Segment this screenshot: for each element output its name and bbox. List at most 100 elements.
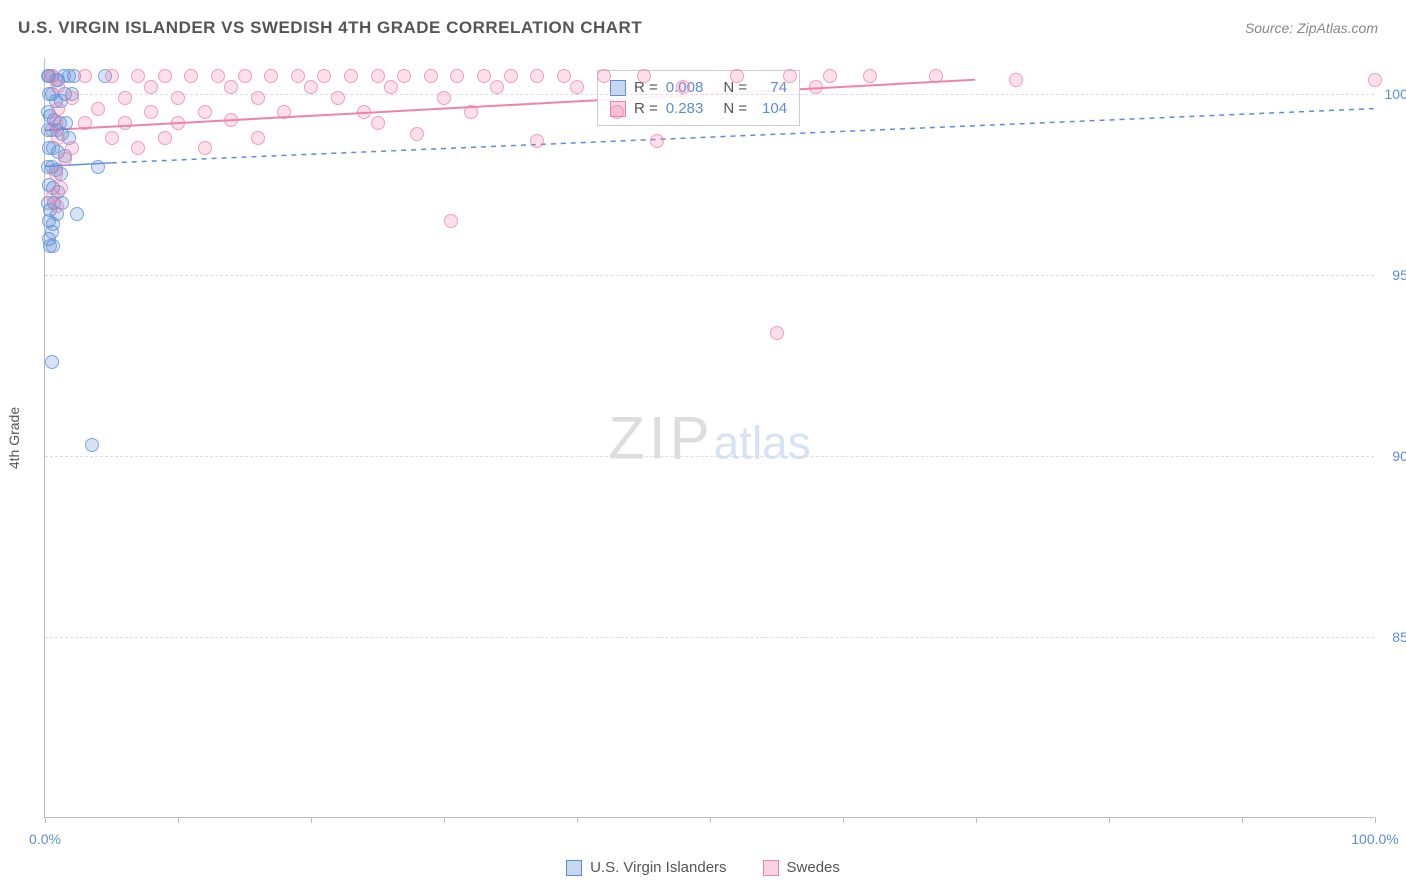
xtick	[1109, 817, 1110, 823]
data-point	[809, 80, 823, 94]
data-point	[1009, 73, 1023, 87]
data-point	[105, 131, 119, 145]
bottom-legend: U.S. Virgin Islanders Swedes	[0, 859, 1406, 876]
gridline	[45, 94, 1374, 95]
legend-item: U.S. Virgin Islanders	[566, 859, 726, 876]
data-point	[929, 69, 943, 83]
xtick	[178, 817, 179, 823]
gridline	[45, 456, 1374, 457]
data-point	[91, 102, 105, 116]
data-point	[770, 326, 784, 340]
data-point	[823, 69, 837, 83]
data-point	[637, 69, 651, 83]
data-point	[45, 355, 59, 369]
data-point	[450, 69, 464, 83]
xtick-label: 0.0%	[29, 831, 61, 847]
data-point	[650, 134, 664, 148]
data-point	[437, 91, 451, 105]
data-point	[49, 116, 63, 130]
chart-title: U.S. VIRGIN ISLANDER VS SWEDISH 4TH GRAD…	[18, 18, 642, 38]
data-point	[131, 141, 145, 155]
watermark-zip: ZIP	[608, 404, 713, 471]
data-point	[397, 69, 411, 83]
stat-r-value: 0.283	[666, 100, 704, 117]
watermark-atlas: atlas	[714, 416, 811, 468]
data-point	[50, 199, 64, 213]
data-point	[557, 69, 571, 83]
data-point	[464, 105, 478, 119]
data-point	[184, 69, 198, 83]
data-point	[371, 116, 385, 130]
xtick	[843, 817, 844, 823]
stat-r-label: R =	[634, 100, 658, 117]
ytick-label: 85.0%	[1392, 629, 1406, 645]
data-point	[51, 80, 65, 94]
data-point	[331, 91, 345, 105]
data-point	[304, 80, 318, 94]
data-point	[251, 131, 265, 145]
data-point	[730, 69, 744, 83]
data-point	[70, 207, 84, 221]
xtick	[710, 817, 711, 823]
data-point	[171, 91, 185, 105]
data-point	[198, 105, 212, 119]
stat-n-label: N =	[723, 100, 747, 117]
data-point	[277, 105, 291, 119]
data-point	[783, 69, 797, 83]
scatter-plot: ZIPatlas R =0.008N =74R =0.283N =104 85.…	[44, 58, 1374, 818]
data-point	[344, 69, 358, 83]
data-point	[65, 91, 79, 105]
data-point	[51, 102, 65, 116]
data-point	[198, 141, 212, 155]
data-point	[291, 69, 305, 83]
legend-label: U.S. Virgin Islanders	[590, 859, 726, 876]
data-point	[676, 80, 690, 94]
data-point	[131, 69, 145, 83]
xtick	[444, 817, 445, 823]
data-point	[610, 105, 624, 119]
y-axis-label: 4th Grade	[6, 407, 22, 469]
legend-swatch	[566, 860, 582, 876]
ytick-label: 100.0%	[1385, 86, 1406, 102]
data-point	[1368, 73, 1382, 87]
trendlines-svg	[45, 58, 1374, 817]
data-point	[78, 69, 92, 83]
data-point	[477, 69, 491, 83]
source-label: Source: ZipAtlas.com	[1245, 20, 1378, 36]
data-point	[317, 69, 331, 83]
data-point	[530, 134, 544, 148]
data-point	[118, 91, 132, 105]
data-point	[384, 80, 398, 94]
data-point	[51, 131, 65, 145]
data-point	[444, 214, 458, 228]
data-point	[85, 438, 99, 452]
xtick	[1375, 817, 1376, 823]
data-point	[264, 69, 278, 83]
xtick	[45, 817, 46, 823]
data-point	[211, 69, 225, 83]
legend-item: Swedes	[763, 859, 840, 876]
stat-n-value: 104	[755, 100, 787, 117]
data-point	[78, 116, 92, 130]
data-point	[238, 69, 252, 83]
data-point	[158, 131, 172, 145]
data-point	[251, 91, 265, 105]
data-point	[224, 113, 238, 127]
stats-legend-box: R =0.008N =74R =0.283N =104	[597, 70, 800, 126]
plot-area: 4th Grade ZIPatlas R =0.008N =74R =0.283…	[44, 58, 1374, 818]
data-point	[490, 80, 504, 94]
gridline	[45, 275, 1374, 276]
data-point	[863, 69, 877, 83]
watermark: ZIPatlas	[608, 403, 811, 472]
xtick	[1242, 817, 1243, 823]
stats-row: R = 0.283 N = 104	[610, 98, 787, 119]
data-point	[105, 69, 119, 83]
data-point	[158, 69, 172, 83]
xtick	[311, 817, 312, 823]
data-point	[597, 69, 611, 83]
data-point	[224, 80, 238, 94]
data-point	[171, 116, 185, 130]
data-point	[91, 160, 105, 174]
data-point	[570, 80, 584, 94]
xtick	[577, 817, 578, 823]
